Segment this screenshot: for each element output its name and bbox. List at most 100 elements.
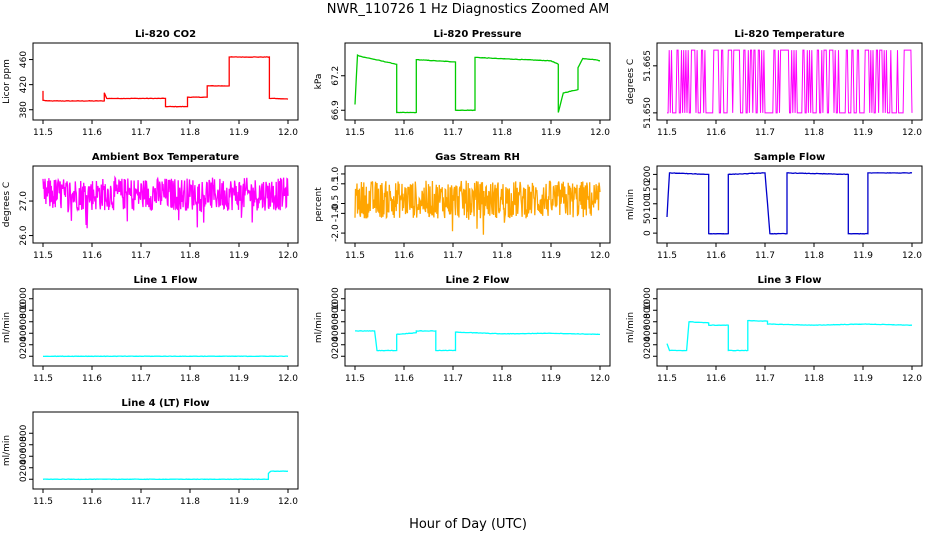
y-tick-label: 200: [331, 336, 341, 353]
x-tick-label: 11.9: [229, 497, 249, 507]
panel-title: Li-820 Pressure: [433, 29, 521, 40]
x-tick-label: 11.9: [853, 374, 873, 384]
x-tick-label: 12.0: [590, 128, 610, 138]
y-tick-label: 460: [19, 51, 29, 68]
series-line: [42, 56, 289, 108]
panel-frame: [656, 165, 923, 244]
y-tick-label: -2.0: [331, 224, 341, 242]
x-tick-label: 11.6: [706, 374, 726, 384]
panel-title: Gas Stream RH: [435, 152, 520, 163]
y-tick-label: 51.665: [643, 50, 653, 82]
x-tick-label: 11.6: [706, 128, 726, 138]
x-tick-label: 11.8: [180, 374, 200, 384]
y-tick-label: 0: [643, 353, 653, 359]
panel-2: Li-820 Temperature 11.5 11.6 11.7 11.8 11.9 12…: [626, 29, 923, 138]
series-line: [354, 54, 601, 114]
panel-3: Ambient Box Temperature 11.5 11.6 11.7 11.8 1…: [2, 152, 299, 261]
x-tick-label: 11.6: [394, 128, 414, 138]
series-line: [355, 330, 600, 352]
x-tick-label: 11.6: [394, 374, 414, 384]
y-tick-label: 1000: [19, 287, 29, 310]
y-tick-label: 26.0: [19, 225, 29, 245]
y-tick-label: 1.0: [331, 167, 341, 182]
y-tick-label: -1.0: [331, 204, 341, 222]
y-tick-label: 0: [331, 353, 341, 359]
x-tick-label: 11.5: [33, 128, 53, 138]
y-tick-label: 66.9: [331, 100, 341, 120]
panel-9: Line 4 (LT) Flow 11.5 11.6 11.7 11.8 11.9 12.0…: [2, 398, 299, 507]
x-tick-label: 11.9: [229, 374, 249, 384]
y-tick-label: 67.2: [331, 66, 341, 86]
panel-title: Li-820 CO2: [135, 29, 196, 40]
panel-frame: [344, 288, 611, 367]
panel-title: Line 3 Flow: [758, 275, 822, 286]
x-tick-label: 12.0: [278, 128, 298, 138]
x-tick-label: 11.6: [394, 251, 414, 261]
x-tick-label: 11.5: [33, 251, 53, 261]
series-line: [42, 175, 289, 229]
y-tick-label: 800: [19, 424, 29, 441]
x-tick-label: 11.7: [131, 128, 151, 138]
y-tick-label: 50: [643, 212, 653, 224]
y-tick-label: 27.0: [19, 191, 29, 211]
y-tick-label: 400: [331, 324, 341, 341]
x-tick-label: 12.0: [902, 374, 922, 384]
y-tick-label: 0: [643, 230, 653, 236]
x-tick-label: 11.5: [33, 374, 53, 384]
panel-title: Line 1 Flow: [134, 275, 198, 286]
y-tick-label: 0: [19, 476, 29, 482]
figure-title: NWR_110726 1 Hz Diagnostics Zoomed AM: [326, 2, 610, 17]
x-tick-label: 11.5: [33, 497, 53, 507]
y-tick-label: 800: [643, 301, 653, 318]
y-tick-label: 100: [643, 195, 653, 212]
y-tick-label: 200: [643, 336, 653, 353]
y-tick-label: 1000: [331, 287, 341, 310]
y-tick-label: 420: [19, 76, 29, 93]
x-tick-label: 11.6: [82, 251, 102, 261]
x-tick-label: 12.0: [902, 251, 922, 261]
panel-frame: [32, 288, 299, 367]
x-tick-label: 11.8: [180, 497, 200, 507]
panel-1: Li-820 Pressure 11.5 11.6 11.7 11.8 11.9 12.0 6…: [314, 29, 611, 138]
y-tick-label: 600: [331, 313, 341, 330]
y-tick-label: 380: [19, 101, 29, 118]
y-tick-label: -0.5: [331, 195, 341, 213]
x-tick-label: 12.0: [278, 374, 298, 384]
y-tick-label: 400: [643, 324, 653, 341]
series-line: [42, 355, 289, 358]
x-tick-label: 11.8: [492, 128, 512, 138]
y-axis-label: Licor ppm: [2, 59, 12, 104]
y-axis-label: ml/min: [626, 189, 636, 220]
x-tick-label: 12.0: [590, 251, 610, 261]
panel-title: Sample Flow: [754, 152, 826, 163]
panel-title: Line 4 (LT) Flow: [121, 398, 209, 409]
x-tick-label: 11.8: [804, 251, 824, 261]
panel-8: Line 3 Flow 11.5 11.6 11.7 11.8 11.9 12.0 02004…: [626, 275, 923, 384]
y-tick-label: 600: [19, 313, 29, 330]
x-tick-label: 11.6: [706, 251, 726, 261]
y-tick-label: 800: [331, 301, 341, 318]
y-axis-label: degrees C: [626, 59, 636, 104]
series-line: [42, 470, 289, 481]
panel-frame: [32, 42, 299, 121]
x-tick-label: 11.6: [82, 497, 102, 507]
x-tick-label: 11.7: [131, 497, 151, 507]
x-tick-label: 11.7: [131, 374, 151, 384]
x-tick-label: 11.8: [804, 374, 824, 384]
y-tick-label: 600: [643, 313, 653, 330]
panel-6: Line 1 Flow 11.5 11.6 11.7 11.8 11.9 12.0 02004…: [2, 275, 299, 384]
x-tick-label: 11.7: [755, 128, 775, 138]
y-axis-label: degrees C: [2, 182, 12, 227]
y-tick-label: 800: [19, 301, 29, 318]
x-tick-label: 11.8: [492, 374, 512, 384]
y-tick-label: 200: [19, 459, 29, 476]
series-line: [666, 172, 913, 235]
x-tick-label: 11.5: [345, 374, 365, 384]
y-tick-label: 400: [19, 447, 29, 464]
y-tick-label: 200: [19, 336, 29, 353]
y-axis-label: percent: [314, 187, 324, 222]
x-tick-label: 11.5: [657, 251, 677, 261]
x-tick-label: 11.8: [492, 251, 512, 261]
y-axis-label: kPa: [314, 74, 324, 90]
y-tick-label: 0: [19, 353, 29, 359]
